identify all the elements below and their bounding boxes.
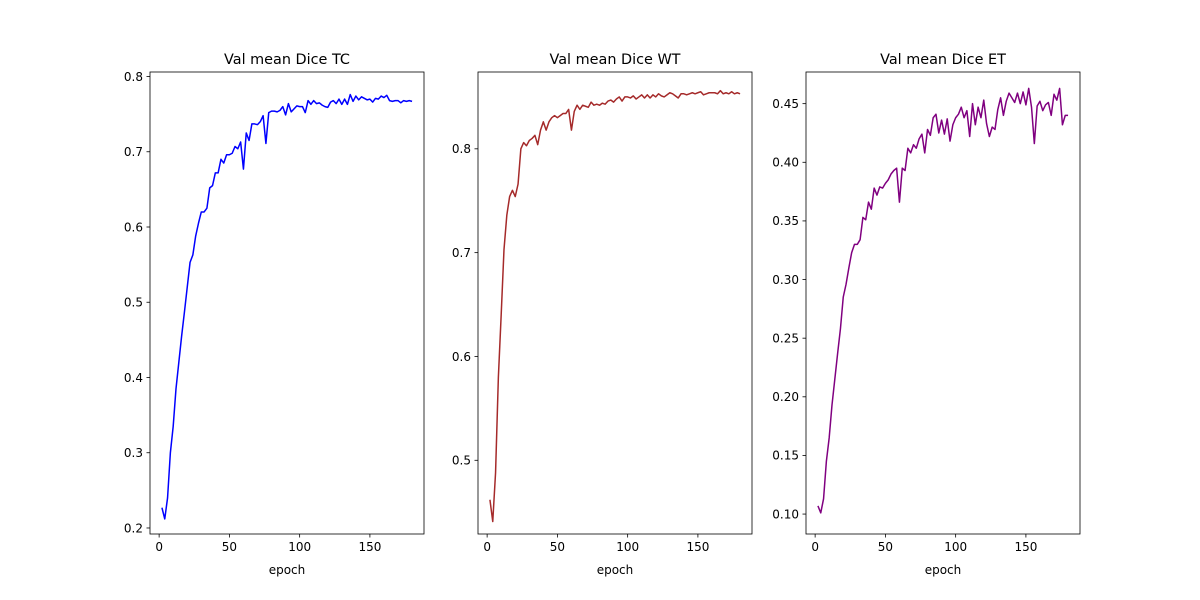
y-tick-label: 0.40 — [772, 156, 799, 170]
chart-title-wt: Val mean Dice WT — [550, 52, 681, 68]
y-tick-label: 0.2 — [124, 521, 143, 535]
y-tick-label: 0.30 — [772, 273, 799, 287]
y-tick-label: 0.10 — [772, 507, 799, 521]
series-line-wt — [489, 89, 741, 523]
y-tick-label: 0.6 — [124, 220, 143, 234]
series-line-et — [817, 87, 1069, 514]
axes-frame — [805, 71, 1081, 535]
y-tick-label: 0.45 — [772, 97, 799, 111]
chart-title-et: Val mean Dice ET — [880, 52, 1006, 68]
y-tick-label: 0.8 — [452, 142, 471, 156]
x-tick-label: 50 — [222, 540, 237, 554]
x-tick-label: 100 — [944, 540, 967, 554]
y-tick-label: 0.4 — [124, 371, 143, 385]
y-tick-label: 0.5 — [124, 296, 143, 310]
x-tick-label: 100 — [288, 540, 311, 554]
x-tick-label: 100 — [616, 540, 639, 554]
series-line-tc — [161, 93, 413, 520]
x-tick-label: 150 — [358, 540, 381, 554]
y-tick-label: 0.15 — [772, 449, 799, 463]
subplot-tc: 0 50 100 150 0.2 0.3 0.4 0.5 0.6 0.7 0.8 Val mean D… — [124, 52, 425, 577]
x-tick-label: 50 — [550, 540, 565, 554]
x-tick-label: 50 — [878, 540, 893, 554]
chart-title-tc: Val mean Dice TC — [224, 52, 350, 68]
x-tick-label: 0 — [155, 540, 163, 554]
x-axis-label: epoch — [269, 563, 306, 577]
x-axis-label: epoch — [597, 563, 634, 577]
axes-frame — [477, 71, 753, 535]
x-tick-label: 0 — [811, 540, 819, 554]
y-tick-label: 0.25 — [772, 331, 799, 345]
y-tick-label: 0.20 — [772, 390, 799, 404]
y-tick-label: 0.7 — [452, 246, 471, 260]
y-tick-label: 0.8 — [124, 70, 143, 84]
x-tick-label: 150 — [1014, 540, 1037, 554]
axes-frame — [149, 71, 425, 535]
x-axis-label: epoch — [925, 563, 962, 577]
y-tick-label: 0.7 — [124, 145, 143, 159]
subplot-et: 0 50 100 150 0.10 0.15 0.20 0.25 0.30 0.35 0.40 0.4… — [772, 52, 1081, 577]
y-tick-label: 0.3 — [124, 446, 143, 460]
x-tick-label: 0 — [483, 540, 491, 554]
subplot-wt: 0 50 100 150 0.5 0.6 0.7 0.8 Val mean Dice WT epo… — [452, 52, 753, 577]
y-tick-label: 0.6 — [452, 350, 471, 364]
y-tick-label: 0.5 — [452, 454, 471, 468]
y-tick-label: 0.35 — [772, 214, 799, 228]
x-tick-label: 150 — [686, 540, 709, 554]
